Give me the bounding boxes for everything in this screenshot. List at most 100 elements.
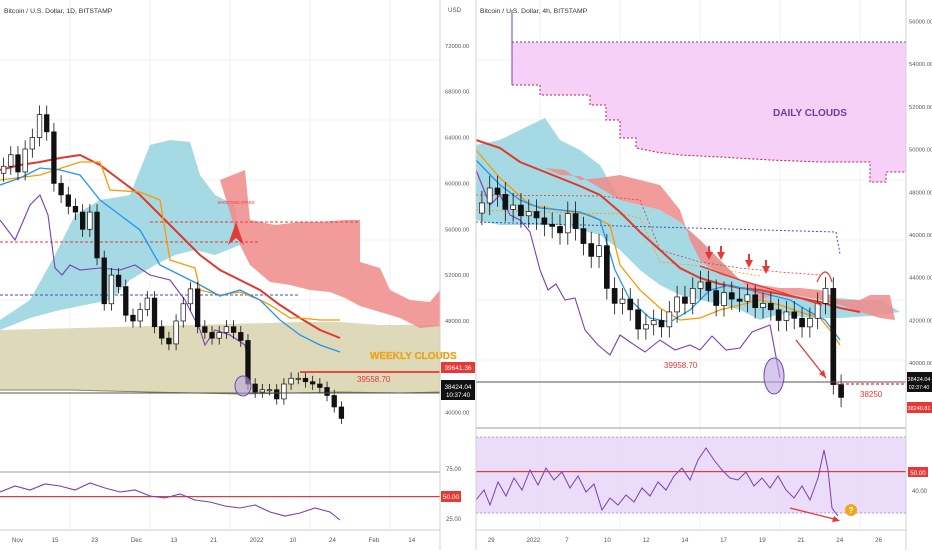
candle: [807, 317, 813, 328]
candle: [288, 377, 294, 385]
middle-y-axis: USD: [448, 0, 477, 550]
candle: [324, 387, 330, 396]
candle: [44, 114, 50, 133]
x-tick-label: 2022: [250, 537, 264, 544]
candle: [223, 326, 230, 333]
candle: [338, 406, 345, 419]
candle: [541, 217, 548, 225]
candle: [202, 326, 208, 333]
y-tick-label: 44000.00: [909, 276, 932, 282]
candle: [22, 148, 28, 173]
candle: [502, 194, 509, 210]
x-tick-label: 26: [875, 537, 882, 544]
right-panel: DAILY CLOUDS 39958.70 38250: [475, 0, 906, 544]
x-tick-label: 17: [720, 537, 727, 544]
daily-clouds-label: DAILY CLOUDS: [773, 108, 847, 119]
x-tick-label: 23: [91, 537, 98, 544]
down-arrow-icon-stem: [708, 246, 710, 253]
candle: [838, 384, 844, 398]
y-tick-label: 50000.00: [909, 148, 932, 154]
left-y-axis: 40000.0044000.0048000.0052000.0056000.00…: [439, 0, 475, 550]
candle: [0, 165, 7, 174]
candle: [331, 395, 337, 408]
candle: [767, 303, 774, 311]
candle: [108, 274, 115, 305]
left-circle-annotation: [234, 375, 252, 397]
candle: [783, 311, 790, 321]
candle: [187, 288, 194, 305]
candle: [619, 298, 626, 304]
down-arrow-icon: [762, 266, 770, 274]
x-tick-label: 15: [52, 537, 59, 544]
down-arrow-icon: [745, 260, 753, 268]
right-kumo-red-area: [545, 168, 895, 320]
candle: [603, 245, 610, 289]
left-rsi-tick-top: 75.00: [446, 467, 462, 473]
candle: [510, 204, 516, 210]
question-mark-icon: [845, 504, 857, 516]
left-ma-line: [0, 153, 341, 339]
y-tick-label: 56000.00: [909, 19, 932, 25]
left-candles: [0, 105, 345, 424]
right-rsi-tag: [908, 467, 928, 477]
candle: [721, 292, 727, 306]
x-tick-label: Nov: [12, 537, 24, 544]
candle: [130, 314, 136, 322]
y-tick-label: 40000.00: [909, 361, 932, 367]
candle: [115, 274, 122, 287]
left-rsi-line: [0, 482, 341, 521]
right-price-tag-black: [907, 372, 932, 392]
left-price-tag-red-text: 39641.36: [444, 365, 471, 372]
shooting-stars-label-line1: SHOOTING STARS: [217, 200, 254, 205]
y-tick-label: 72000.00: [445, 44, 469, 50]
candle: [159, 326, 165, 339]
candle: [791, 311, 798, 319]
left-support-value-label: 39558.70: [357, 375, 391, 384]
candle: [658, 320, 665, 328]
candle: [744, 294, 751, 302]
right-support-value-label: 39958.70: [664, 361, 698, 370]
right-rsi-level: [476, 471, 906, 473]
candle: [151, 297, 158, 328]
candle: [180, 303, 186, 322]
x-tick-label: 14: [408, 537, 415, 544]
right-rsi-tag-text: 50.00: [910, 470, 926, 477]
candle: [80, 211, 86, 230]
candle: [533, 211, 540, 219]
candle: [728, 292, 735, 300]
x-tick-label: 29: [488, 537, 495, 544]
candle: [209, 332, 215, 339]
candle: [281, 383, 287, 400]
x-tick-label: 10: [604, 537, 611, 544]
x-tick-label: 21: [798, 537, 805, 544]
candle: [689, 288, 696, 304]
candle: [650, 320, 657, 326]
right-down-arrows: [705, 246, 770, 274]
candle: [643, 324, 649, 330]
candle: [697, 281, 704, 289]
candle: [557, 226, 563, 234]
right-chart-title: Bitcoin / U.S. Dollar, 4h, BITSTAMP: [480, 8, 588, 15]
candle: [752, 294, 759, 308]
y-tick-label: 52000.00: [909, 105, 932, 111]
candle: [822, 288, 829, 304]
down-arrow-icon: [705, 252, 713, 260]
candle: [274, 389, 280, 400]
left-tenkan-line: [0, 167, 341, 353]
candle: [666, 311, 673, 328]
candle: [8, 154, 14, 167]
x-tick-label: 7: [565, 537, 569, 544]
right-price-tag-red-text: 38240.81: [908, 406, 931, 412]
right-rsi-arrowhead-icon: [832, 516, 840, 522]
candle: [564, 213, 571, 234]
kumo-green-area: [0, 140, 240, 330]
candle: [87, 211, 93, 230]
kumo-red-area: [220, 170, 440, 328]
candle: [302, 377, 309, 383]
y-tick-label: 48000.00: [909, 190, 932, 196]
candle: [572, 213, 579, 229]
candle: [549, 223, 556, 227]
right-trend-arrow: [795, 339, 827, 379]
x-tick-label: 2022: [526, 537, 540, 544]
